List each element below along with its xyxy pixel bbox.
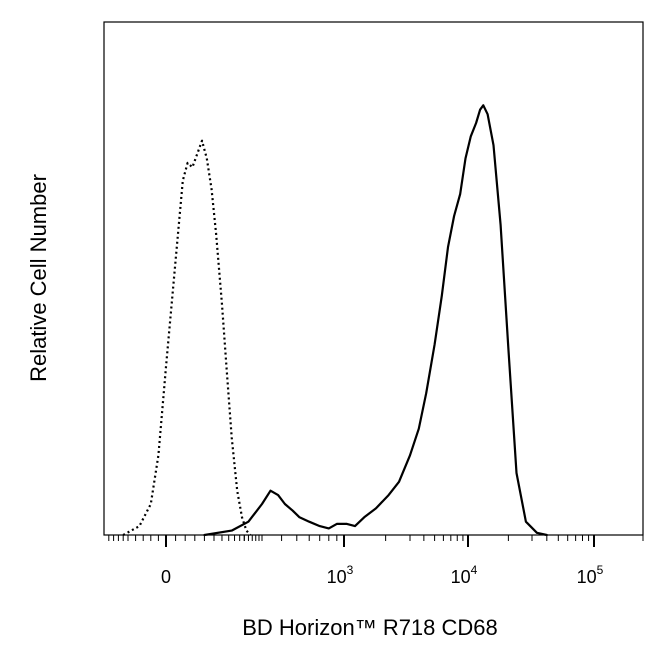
x-axis-title: BD Horizon™ R718 CD68: [242, 615, 498, 640]
tick-labels: 0 103 104 105: [161, 563, 604, 587]
major-ticks: [165, 535, 595, 547]
series-layer: [122, 104, 548, 537]
x-tick-label: 0: [161, 567, 171, 587]
minor-ticks: [108, 535, 644, 541]
x-tick-label: 105: [577, 563, 604, 587]
plot-area-frame: [103, 21, 644, 536]
y-axis-title: Relative Cell Number: [26, 174, 51, 382]
x-tick-label: 103: [327, 563, 354, 587]
x-tick-label: 104: [451, 563, 478, 587]
control-histogram-series: [122, 139, 252, 536]
stained-histogram-series: [203, 104, 548, 537]
